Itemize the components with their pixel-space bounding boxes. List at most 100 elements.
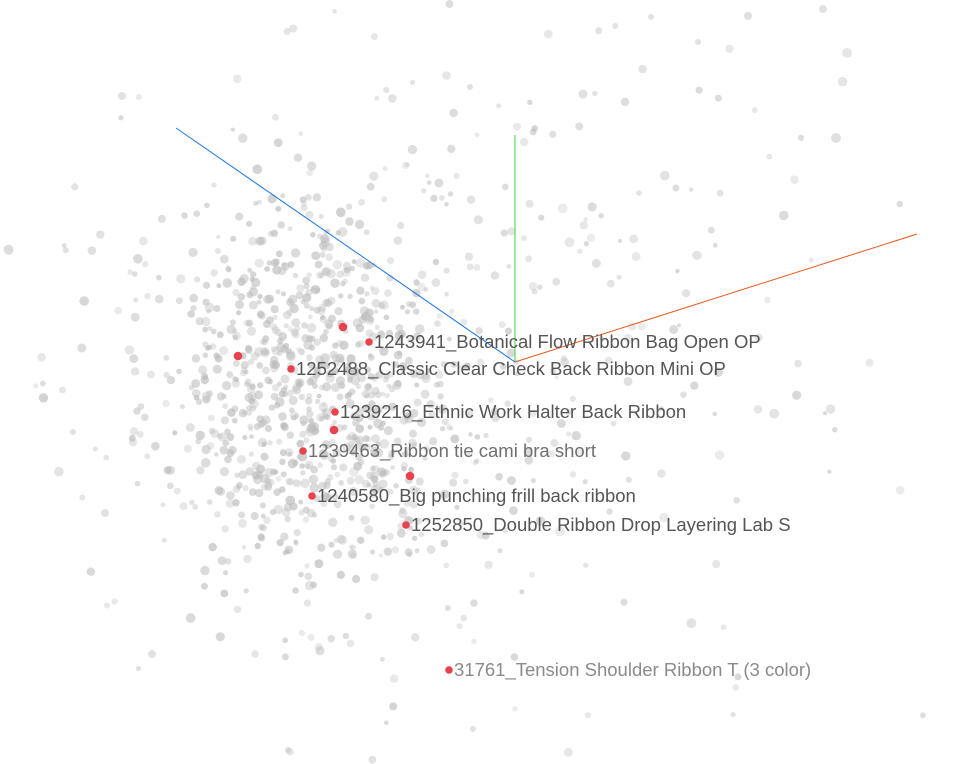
scatter-point (344, 368, 351, 375)
highlighted-point[interactable] (329, 425, 339, 435)
scatter-point (512, 122, 522, 131)
scatter-point (296, 440, 304, 448)
scatter-point (695, 86, 703, 94)
scatter-point (59, 386, 66, 394)
scatter-point (797, 134, 805, 141)
scatter-point (245, 346, 253, 355)
scatter-point (189, 293, 198, 303)
scatter-point (496, 103, 502, 109)
scatter-point (263, 516, 271, 525)
scatter-point (407, 336, 415, 344)
scatter-point (276, 438, 283, 445)
highlighted-point[interactable] (365, 338, 373, 346)
scatter-point (335, 230, 341, 236)
scatter-point (162, 399, 170, 408)
scatter-point (277, 381, 283, 387)
scatter-point (790, 175, 799, 184)
scatter-point (437, 380, 444, 388)
scatter-point (413, 308, 420, 315)
scatter-point (578, 89, 588, 99)
scatter-point (675, 268, 680, 273)
scatter-point (264, 481, 273, 489)
scatter-point (296, 454, 302, 460)
scatter-point (344, 366, 352, 374)
scatter-point (707, 226, 715, 234)
scatter-point (347, 440, 354, 448)
scatter-point (408, 438, 417, 448)
scatter-point (261, 349, 270, 358)
scatter-point (318, 304, 327, 312)
highlighted-point[interactable] (338, 322, 348, 332)
scatter-point (471, 638, 477, 645)
scatter-point (550, 367, 557, 374)
scatter-point (292, 385, 302, 395)
scatter-point (250, 512, 259, 520)
scatter-point (366, 182, 375, 191)
scatter-point (261, 441, 267, 447)
scatter-point (222, 381, 232, 391)
scatter-point (825, 404, 836, 414)
scatter-point (310, 581, 317, 589)
scatter-point (243, 369, 249, 375)
scatter-point (193, 210, 201, 218)
scatter-point (264, 425, 272, 433)
scatter-point (350, 544, 357, 551)
highlighted-point[interactable] (308, 492, 316, 500)
scatter-point (507, 476, 516, 485)
scatter-point (215, 632, 225, 642)
scatter-point (305, 194, 312, 201)
scatter-point (415, 477, 424, 486)
highlighted-point[interactable] (287, 365, 295, 373)
scatter-point (391, 546, 399, 554)
scatter-point (285, 747, 291, 753)
scatter-point (333, 538, 339, 543)
scatter-point (114, 306, 122, 315)
scatter-point (525, 199, 534, 208)
highlighted-point[interactable] (402, 521, 410, 529)
scatter-point (423, 287, 429, 292)
highlighted-point[interactable] (299, 447, 307, 455)
scatter-point (374, 448, 384, 458)
scatter-point (443, 267, 450, 274)
scatter-point (238, 133, 248, 143)
highlighted-point[interactable] (233, 351, 243, 361)
scatter-point (192, 504, 199, 510)
scatter-point (349, 467, 359, 477)
scatter-point (188, 247, 198, 257)
scatter-point (689, 187, 694, 192)
scatter-point (333, 500, 342, 509)
highlighted-point[interactable] (405, 471, 415, 481)
scatter-point (365, 329, 374, 337)
scatter-point (272, 113, 279, 121)
scatter-point (241, 545, 247, 550)
scatter-point (303, 302, 310, 309)
scatter-point (37, 353, 46, 362)
scatter-point (368, 489, 378, 499)
scatter-point (470, 599, 478, 607)
scatter-point (219, 445, 229, 455)
scatter-point (137, 403, 145, 410)
scatter-point (219, 346, 229, 356)
scatter-point (287, 326, 294, 333)
scatter-point (253, 200, 259, 206)
scatter-point (418, 531, 425, 538)
point-label: 1243941_Botanical Flow Ribbon Bag Open O… (374, 331, 761, 353)
scatter-point (502, 527, 509, 534)
scatter-point (502, 183, 509, 191)
scatter-point (134, 480, 141, 487)
scatter-point (175, 297, 183, 305)
highlighted-point[interactable] (331, 408, 339, 416)
scatter-point (298, 499, 304, 505)
scatter-point (523, 447, 532, 456)
scatter-point (446, 424, 453, 431)
scatter-point (235, 300, 244, 309)
scatter-point (306, 354, 313, 361)
highlighted-point[interactable] (445, 666, 453, 674)
scatter-point (531, 288, 538, 295)
scatter-point (398, 508, 408, 519)
scatter-point (87, 246, 97, 255)
scatter-point (306, 378, 315, 386)
scatter-point (238, 518, 248, 528)
